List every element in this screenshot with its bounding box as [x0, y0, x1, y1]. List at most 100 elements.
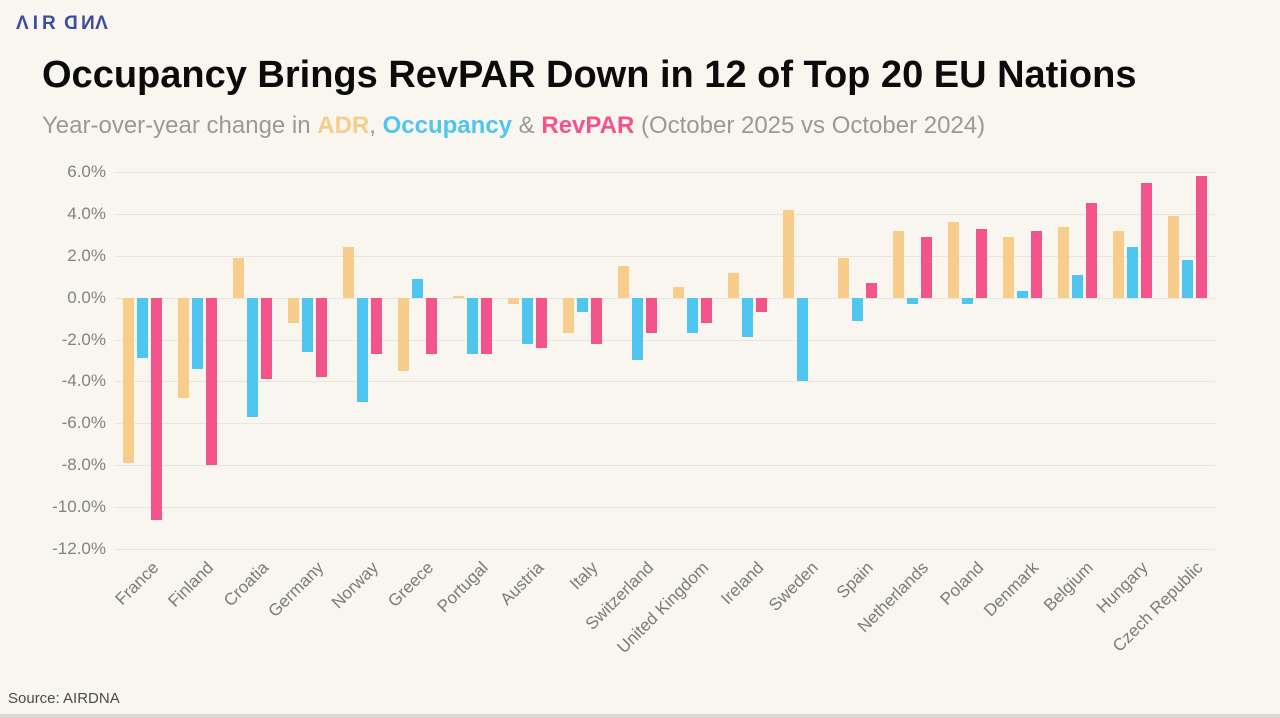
bar-revpar-united-kingdom [701, 297, 712, 323]
bar-revpar-belgium [1086, 203, 1097, 298]
bar-adr-switzerland [618, 266, 629, 298]
subtitle-sep2: & [512, 112, 542, 139]
bar-occupancy-croatia [247, 297, 258, 418]
x-label-greece: Greece [384, 558, 437, 611]
y-tick-label: 4.0% [67, 203, 106, 223]
bar-adr-belgium [1058, 226, 1069, 298]
bar-adr-united-kingdom [673, 287, 684, 298]
x-label-france: France [111, 558, 162, 609]
gridline-2 [115, 255, 1215, 257]
bar-revpar-finland [206, 297, 217, 466]
x-label-portugal: Portugal [433, 558, 492, 617]
subtitle-occupancy-legend: Occupancy [382, 112, 513, 139]
x-label-croatia: Croatia [219, 558, 272, 611]
bar-adr-ireland [728, 272, 739, 298]
gridline--12 [115, 549, 1215, 550]
bar-occupancy-denmark [1017, 291, 1028, 298]
y-tick-label: 0.0% [67, 287, 106, 307]
subtitle-prefix: Year-over-year change in [42, 112, 318, 139]
bar-adr-sweden [783, 209, 794, 298]
bar-occupancy-norway [357, 297, 368, 403]
bar-adr-croatia [233, 257, 244, 298]
bar-adr-spain [838, 257, 849, 298]
bar-adr-poland [948, 222, 959, 298]
bar-revpar-denmark [1031, 230, 1042, 298]
bar-revpar-greece [426, 297, 437, 355]
y-tick-label: 6.0% [67, 162, 106, 181]
gridline--2 [115, 339, 1215, 341]
bar-adr-hungary [1113, 230, 1124, 298]
bar-adr-norway [343, 247, 354, 298]
bar-occupancy-portugal [467, 297, 478, 355]
logo-letter: R [41, 13, 60, 34]
gridline-4 [115, 213, 1215, 215]
x-label-denmark: Denmark [979, 558, 1042, 621]
airdna-logo: ΛIRDNΛ [16, 13, 112, 35]
bar-revpar-germany [316, 297, 327, 378]
bar-occupancy-czech-republic [1182, 260, 1193, 298]
bar-occupancy-ireland [742, 297, 753, 338]
bar-revpar-spain [866, 283, 877, 298]
gridline--4 [115, 381, 1215, 383]
x-label-germany: Germany [264, 558, 327, 621]
bar-occupancy-belgium [1072, 274, 1083, 298]
bar-revpar-netherlands [921, 236, 932, 298]
x-label-spain: Spain [832, 558, 877, 603]
bar-revpar-italy [591, 297, 602, 344]
bar-adr-finland [178, 297, 189, 399]
chart-title: Occupancy Brings RevPAR Down in 12 of To… [42, 54, 1137, 96]
subtitle-sep1: , [369, 112, 383, 139]
bar-occupancy-poland [962, 297, 973, 304]
bar-adr-czech-republic [1168, 216, 1179, 298]
x-label-norway: Norway [327, 558, 382, 613]
y-tick-label: -6.0% [61, 413, 106, 433]
bar-revpar-france [151, 297, 162, 520]
bar-adr-italy [563, 297, 574, 334]
x-label-belgium: Belgium [1040, 558, 1097, 615]
subtitle-adr-legend: ADR [317, 112, 370, 139]
bar-occupancy-hungary [1127, 247, 1138, 298]
x-label-ireland: Ireland [716, 558, 767, 609]
logo-letter: I [32, 13, 42, 34]
bar-adr-denmark [1003, 236, 1014, 298]
bar-occupancy-switzerland [632, 297, 643, 361]
bar-occupancy-italy [577, 297, 588, 313]
subtitle-suffix: (October 2025 vs October 2024) [634, 112, 986, 139]
x-label-finland: Finland [164, 558, 217, 611]
gridline-0 [115, 297, 1215, 299]
bar-revpar-croatia [261, 297, 272, 380]
y-tick-label: -12.0% [52, 539, 106, 558]
gridline--10 [115, 507, 1215, 509]
bar-revpar-ireland [756, 297, 767, 313]
x-label-poland: Poland [936, 558, 987, 609]
y-tick-label: -4.0% [61, 371, 106, 391]
bar-occupancy-france [137, 297, 148, 359]
bar-occupancy-spain [852, 297, 863, 321]
y-tick-label: -8.0% [61, 455, 106, 475]
bar-revpar-portugal [481, 297, 492, 355]
bar-occupancy-germany [302, 297, 313, 353]
y-tick-label: -2.0% [61, 329, 106, 349]
bar-occupancy-sweden [797, 297, 808, 382]
bar-revpar-switzerland [646, 297, 657, 334]
bar-revpar-norway [371, 297, 382, 355]
bottom-edge-strip [0, 714, 1280, 718]
bar-adr-france [123, 297, 134, 464]
gridline-6 [115, 172, 1215, 173]
bar-revpar-hungary [1141, 182, 1152, 298]
bar-adr-portugal [453, 295, 464, 298]
source-note: Source: AIRDNA [8, 690, 120, 707]
bar-occupancy-finland [192, 297, 203, 369]
bar-revpar-austria [536, 297, 547, 348]
bar-occupancy-greece [412, 278, 423, 298]
bar-adr-austria [508, 297, 519, 304]
chart-subtitle: Year-over-year change in ADR, Occupancy … [42, 112, 985, 140]
gridline--6 [115, 423, 1215, 425]
bar-revpar-czech-republic [1196, 176, 1207, 298]
bar-adr-greece [398, 297, 409, 371]
x-label-sweden: Sweden [765, 558, 822, 615]
x-label-austria: Austria [496, 558, 547, 609]
logo-letter: Λ [16, 13, 33, 34]
